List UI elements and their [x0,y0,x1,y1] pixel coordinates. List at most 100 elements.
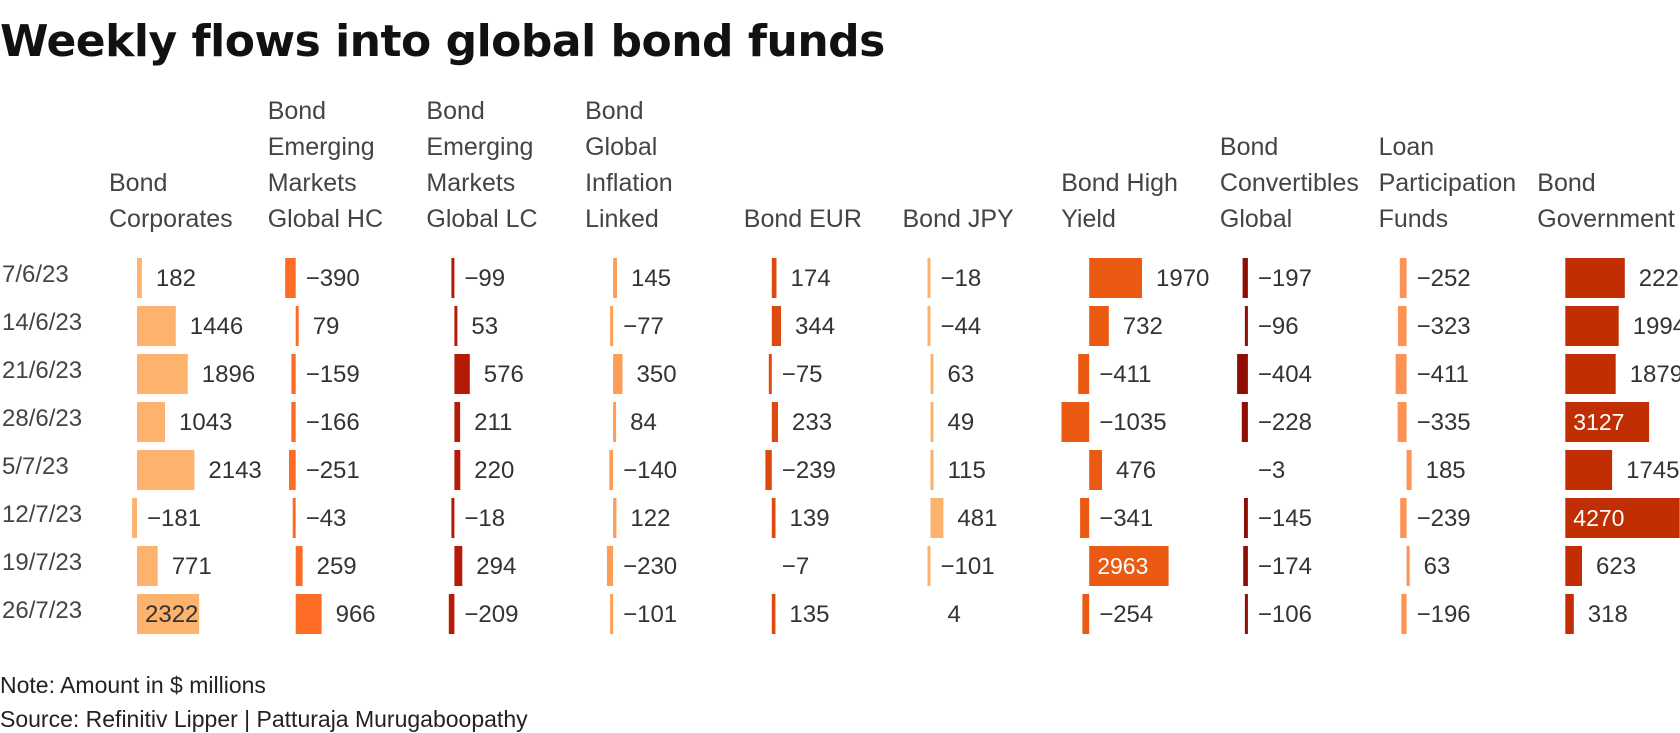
flow-bar [1089,546,1169,586]
flow-bar [609,450,614,490]
flow-value-label: −7 [782,553,809,580]
row-date-label: 26/7/23 [2,597,82,624]
row-date-label: 5/7/23 [2,453,69,480]
flow-value-label: 2143 [208,457,261,484]
flow-bar [1565,498,1680,538]
flow-value-label: 63 [948,361,975,388]
flow-value-label: 350 [637,361,677,388]
flow-bar [454,450,461,490]
column-header-line: Convertibles [1220,169,1359,197]
flow-value-label: −323 [1417,313,1471,340]
flow-bar [289,450,296,490]
flow-bar [613,498,617,538]
flow-value-label: 4 [948,601,961,628]
column-header-line: Linked [585,205,659,233]
flow-bar [765,450,772,490]
column-header-line: Yield [1061,205,1116,233]
flow-bar [1089,450,1102,490]
table-cells: 182 1446 1896 1043 2143 −181 771 2322 −390 79 −159… [132,258,1680,634]
column-header-line: Bond [109,169,167,197]
flow-bar [1565,546,1582,586]
flow-bar [613,258,617,298]
flow-value-label: 2220 [1639,265,1680,292]
flow-value-label: −43 [306,505,347,532]
flow-value-label: 145 [631,265,671,292]
flow-value-label: −239 [782,457,836,484]
flow-bar [1565,402,1650,442]
flow-bar [930,354,934,394]
column-header-line: Markets [426,169,515,197]
flow-value-label: 476 [1116,457,1156,484]
flow-value-label: 294 [476,553,516,580]
flow-value-label: −239 [1417,505,1471,532]
flow-bar [454,354,470,394]
row-date-label: 19/7/23 [2,549,82,576]
flow-bar [137,354,188,394]
chart-source: Source: Refinitiv Lipper | Patturaja Mur… [0,706,528,732]
flow-bar [930,498,944,538]
flow-value-label: 139 [790,505,830,532]
flow-value-label: −96 [1258,313,1299,340]
flow-bar [137,402,165,442]
flow-value-label: −44 [941,313,982,340]
flow-value-label: 84 [630,409,657,436]
column-header-line: Inflation [585,169,673,197]
flow-bar [1565,354,1616,394]
flow-bar [771,258,777,298]
flow-bar [930,402,934,442]
column-header-line: Global HC [268,205,383,233]
flow-value-label: 1745 [1626,457,1679,484]
flow-bar [137,546,158,586]
flow-value-label: −166 [306,409,360,436]
flow-value-label: 771 [172,553,212,580]
flow-value-label: −197 [1258,265,1312,292]
chart-note: Note: Amount in $ millions [0,672,266,698]
column-header-line: Bond JPY [903,205,1015,233]
flow-value-label: −18 [941,265,982,292]
flow-bar [1401,594,1407,634]
flow-bar [132,498,137,538]
flow-bar [1082,594,1090,634]
flow-bar [448,594,455,634]
flow-value-label: 1970 [1156,265,1209,292]
flow-bar [1089,258,1142,298]
flow-value-label: −140 [623,457,677,484]
flow-value-label: −254 [1099,601,1153,628]
flow-value-label: −196 [1417,601,1471,628]
flow-value-label: 966 [336,601,376,628]
row-date-label: 7/6/23 [2,261,69,288]
column-header-line: Corporates [109,205,233,233]
flow-value-label: 1043 [179,409,232,436]
flow-value-label: −181 [147,505,201,532]
flow-value-label: 623 [1596,553,1636,580]
flow-bar [927,306,931,346]
flow-value-label: −1035 [1099,409,1166,436]
column-header-line: Bond [268,97,326,125]
flow-value-label: 3127 [1573,409,1624,435]
flow-value-label: −18 [464,505,505,532]
flow-value-label: −228 [1258,409,1312,436]
flow-value-label: −174 [1258,553,1312,580]
column-header-line: Bond [426,97,484,125]
flow-bar [771,498,776,538]
flow-value-label: −101 [623,601,677,628]
flow-bar [1400,498,1407,538]
flow-value-label: 79 [313,313,340,340]
flow-bar [1243,546,1248,586]
flow-bar [610,306,614,346]
row-date-label: 28/6/23 [2,405,82,432]
flow-bar [927,546,931,586]
column-header-line: Participation [1379,169,1517,197]
column-header-line: Emerging [268,133,375,161]
flow-bar [1078,354,1090,394]
flow-value-label: −390 [306,265,360,292]
flow-bar [1244,306,1248,346]
column-header-line: Government [1537,205,1675,233]
column-header-line: Global [1220,205,1292,233]
flow-value-label: 63 [1424,553,1451,580]
flow-value-label: −159 [306,361,360,388]
flow-bar [295,546,303,586]
flow-bar [1406,546,1410,586]
flow-value-label: 53 [471,313,498,340]
flow-bar [1565,258,1625,298]
